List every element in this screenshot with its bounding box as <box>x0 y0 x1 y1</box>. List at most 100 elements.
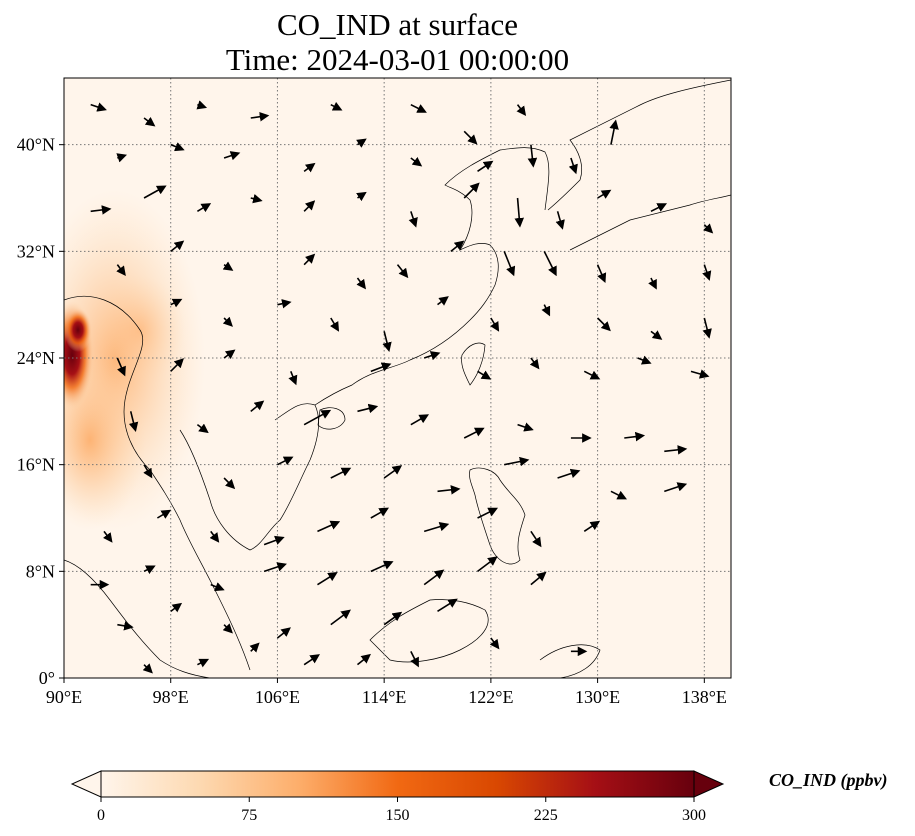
wind-arrow <box>250 400 265 412</box>
wind-arrow <box>370 507 389 519</box>
wind-arrow <box>568 157 578 175</box>
wind-arrow <box>317 571 338 586</box>
wind-arrow <box>276 627 291 639</box>
wind-arrow <box>437 296 449 306</box>
wind-arrow <box>330 467 352 479</box>
gridlines <box>64 78 731 678</box>
wind-arrow <box>303 200 316 212</box>
wind-arrow <box>529 357 540 370</box>
x-axis-ticks: 90°E 98°E 106°E 114°E 122°E 130°E 138°E <box>46 678 727 707</box>
wind-arrow <box>370 362 392 373</box>
wind-arrow <box>703 223 714 234</box>
wind-arrow <box>383 465 403 479</box>
wind-arrow <box>555 211 565 230</box>
wind-arrow <box>356 277 366 290</box>
wind-arrow <box>503 251 516 277</box>
wind-arrow <box>330 101 343 111</box>
map-title-line1: CO_IND at surface <box>276 7 519 42</box>
wind-arrow <box>277 456 294 466</box>
wind-arrow <box>143 116 156 127</box>
wind-arrow <box>102 530 113 543</box>
wind-arrow <box>410 414 430 426</box>
wind-arrow <box>263 535 285 546</box>
wind-arrow <box>650 330 663 340</box>
wind-arrow <box>423 569 445 586</box>
colorbar-extend-high <box>693 770 725 798</box>
wind-arrow <box>303 253 316 266</box>
wind-arrow <box>610 490 628 500</box>
wind-arrow <box>116 357 126 377</box>
wind-arrow <box>196 100 208 110</box>
wind-arrow <box>477 370 492 380</box>
wind-arrow <box>504 456 530 467</box>
wind-arrow <box>541 304 551 317</box>
wind-arrow <box>477 556 498 572</box>
wind-arrow <box>90 102 107 112</box>
wind-arrow <box>596 264 607 284</box>
wind-vectors <box>90 100 714 674</box>
wind-arrow <box>583 520 601 532</box>
wind-arrow <box>143 185 167 199</box>
wind-arrow <box>396 264 409 279</box>
colorbar <box>70 770 725 802</box>
wind-arrow <box>222 623 233 634</box>
wind-arrow <box>664 445 688 455</box>
wind-arrow <box>527 144 538 168</box>
wind-arrow <box>624 431 646 442</box>
wind-arrow <box>514 197 525 228</box>
y-tick-label: 40°N <box>17 135 55 155</box>
colorbar-tick-label: 225 <box>533 807 558 824</box>
wind-arrow <box>170 298 183 308</box>
map-title-line2: Time: 2024-03-01 00:00:00 <box>225 42 570 77</box>
wind-arrow <box>437 598 458 613</box>
wind-arrow <box>423 351 441 361</box>
wind-arrow <box>597 317 611 332</box>
x-tick-label: 90°E <box>46 687 82 707</box>
wind-arrow <box>116 153 127 163</box>
wind-arrow <box>222 316 233 327</box>
wind-arrow <box>170 358 184 372</box>
wind-arrow <box>702 317 712 339</box>
wind-arrow <box>329 317 340 332</box>
wind-arrow <box>650 203 668 213</box>
wind-arrow <box>637 355 652 365</box>
y-axis-ticks: 0° 8°N 16°N 24°N 32°N 40°N <box>17 135 64 688</box>
colorbar-extend-low <box>70 770 102 798</box>
wind-arrow <box>437 485 461 495</box>
wind-arrow <box>143 464 153 479</box>
wind-arrow <box>489 637 500 650</box>
x-tick-label: 98°E <box>153 687 189 707</box>
x-tick-label: 114°E <box>362 687 407 707</box>
wind-arrow <box>197 658 210 668</box>
wind-arrow <box>223 349 236 360</box>
wind-arrow <box>277 299 292 309</box>
wind-arrow <box>490 317 500 332</box>
wind-arrow <box>463 427 485 439</box>
wind-arrow <box>303 162 316 173</box>
wind-arrow <box>370 560 394 573</box>
wind-arrow <box>557 468 581 479</box>
wind-arrow <box>303 654 320 666</box>
wind-arrow <box>463 130 478 145</box>
wind-arrow <box>223 151 241 161</box>
y-tick-label: 8°N <box>26 561 55 581</box>
wind-arrow <box>477 160 494 172</box>
wind-arrow <box>664 482 688 493</box>
wind-arrow <box>317 520 341 533</box>
y-tick-label: 24°N <box>17 348 55 368</box>
wind-arrow <box>702 264 712 281</box>
x-tick-label: 130°E <box>575 687 620 707</box>
colorbar-tick-label: 75 <box>241 807 258 824</box>
wind-arrow <box>410 650 419 668</box>
wind-arrow <box>170 240 185 252</box>
wind-arrow <box>517 422 534 432</box>
wind-arrow <box>356 653 371 666</box>
wind-arrow <box>450 240 465 252</box>
colorbar-label: CO_IND (ppbv) <box>769 770 888 790</box>
y-tick-label: 32°N <box>17 241 55 261</box>
wind-arrow <box>210 582 225 592</box>
wind-arrow <box>116 264 126 277</box>
colorbar-tick-label: 150 <box>385 807 410 824</box>
wind-arrow <box>543 250 557 277</box>
